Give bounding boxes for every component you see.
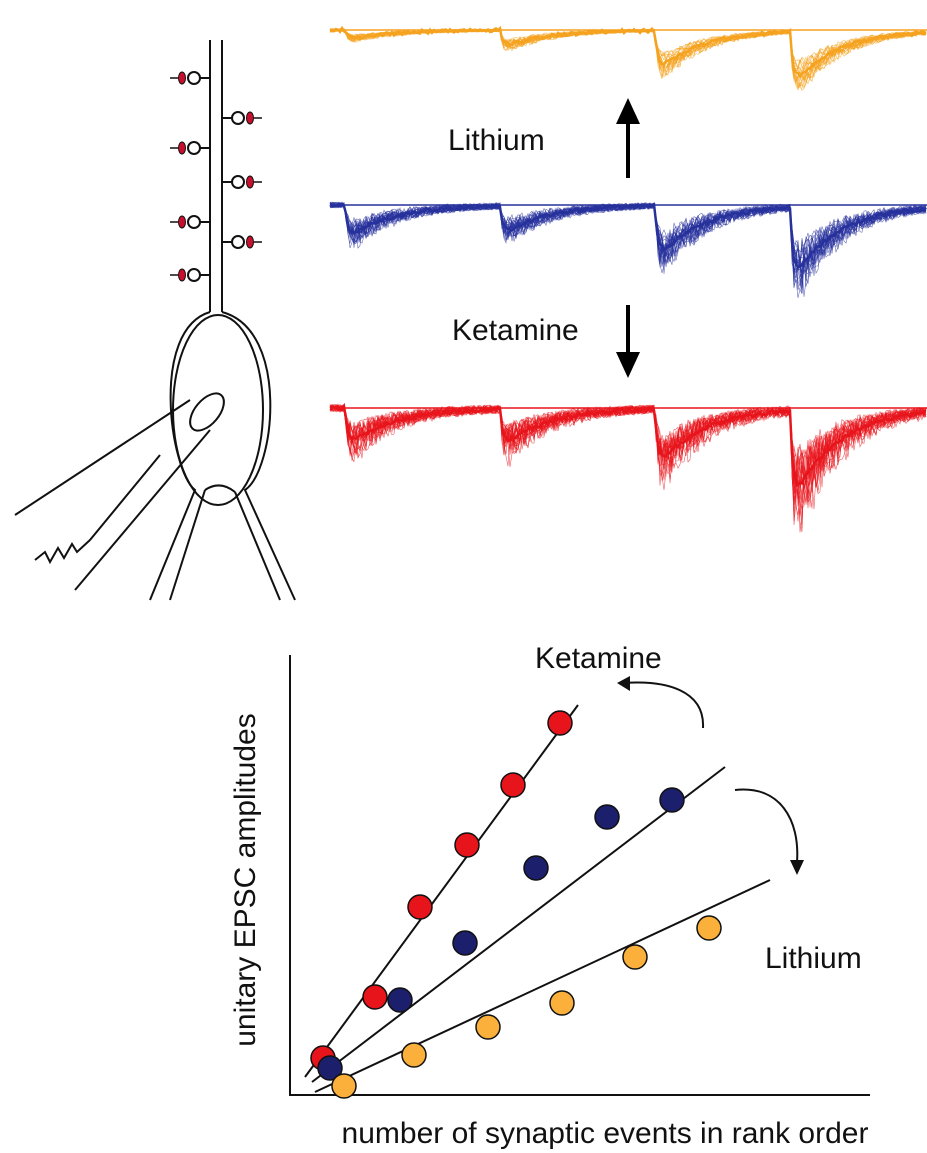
trace bbox=[330, 29, 926, 87]
dot bbox=[402, 1043, 426, 1067]
dot bbox=[455, 833, 479, 857]
trace bbox=[330, 29, 926, 91]
axes bbox=[290, 655, 870, 1095]
spine-head bbox=[188, 216, 200, 228]
dot bbox=[660, 788, 684, 812]
bouton bbox=[179, 269, 186, 281]
x-axis-label: number of synaptic events in rank order bbox=[342, 1117, 869, 1150]
trace bbox=[330, 405, 926, 532]
dot bbox=[363, 985, 387, 1009]
arrowhead bbox=[790, 860, 804, 875]
trace bbox=[330, 29, 926, 79]
trace bbox=[330, 405, 926, 521]
arrows bbox=[616, 98, 640, 378]
bouton bbox=[179, 216, 186, 228]
dot bbox=[501, 773, 525, 797]
fit-line bbox=[312, 767, 725, 1082]
trace bbox=[330, 29, 926, 81]
label: Lithium bbox=[765, 942, 862, 975]
dot bbox=[388, 988, 412, 1012]
rank-plot: Ketamine Lithium unitary EPSC amplitudes… bbox=[229, 642, 870, 1150]
trace bbox=[330, 404, 926, 516]
spine-head bbox=[188, 269, 200, 281]
spine-head bbox=[188, 72, 200, 84]
y-axis-label: unitary EPSC amplitudes bbox=[229, 713, 262, 1047]
label: Ketamine bbox=[452, 314, 579, 347]
dot bbox=[697, 916, 721, 940]
dot bbox=[476, 1015, 500, 1039]
spine-head bbox=[232, 112, 244, 124]
trace bbox=[330, 29, 926, 89]
dot bbox=[408, 895, 432, 919]
fit-line bbox=[305, 705, 578, 1077]
trace bbox=[330, 405, 926, 515]
bouton bbox=[179, 72, 186, 84]
dot bbox=[623, 945, 647, 969]
curved-arrow bbox=[625, 683, 703, 728]
dot bbox=[453, 931, 477, 955]
trace bbox=[330, 29, 926, 88]
dot bbox=[548, 711, 572, 735]
spine-head bbox=[232, 236, 244, 248]
trace bbox=[330, 29, 926, 80]
curved-arrow bbox=[735, 790, 797, 862]
trace bbox=[330, 203, 926, 293]
fit-line bbox=[315, 880, 770, 1092]
dot bbox=[550, 991, 574, 1015]
dot bbox=[332, 1074, 356, 1098]
trace bbox=[330, 29, 926, 90]
trace bbox=[330, 202, 926, 297]
bouton bbox=[179, 142, 186, 154]
bouton bbox=[247, 236, 254, 248]
dot bbox=[524, 856, 548, 880]
trace bbox=[330, 405, 926, 532]
figure: Lithium Ketamine Ketamine Lithium unitar… bbox=[0, 0, 927, 1153]
dot bbox=[595, 805, 619, 829]
spine-head bbox=[188, 142, 200, 154]
bouton bbox=[247, 112, 254, 124]
label: Lithium bbox=[448, 124, 545, 157]
arrowhead bbox=[617, 676, 630, 691]
spine-head bbox=[232, 176, 244, 188]
label: Ketamine bbox=[535, 642, 662, 675]
bouton bbox=[247, 176, 254, 188]
neuron bbox=[15, 40, 295, 600]
